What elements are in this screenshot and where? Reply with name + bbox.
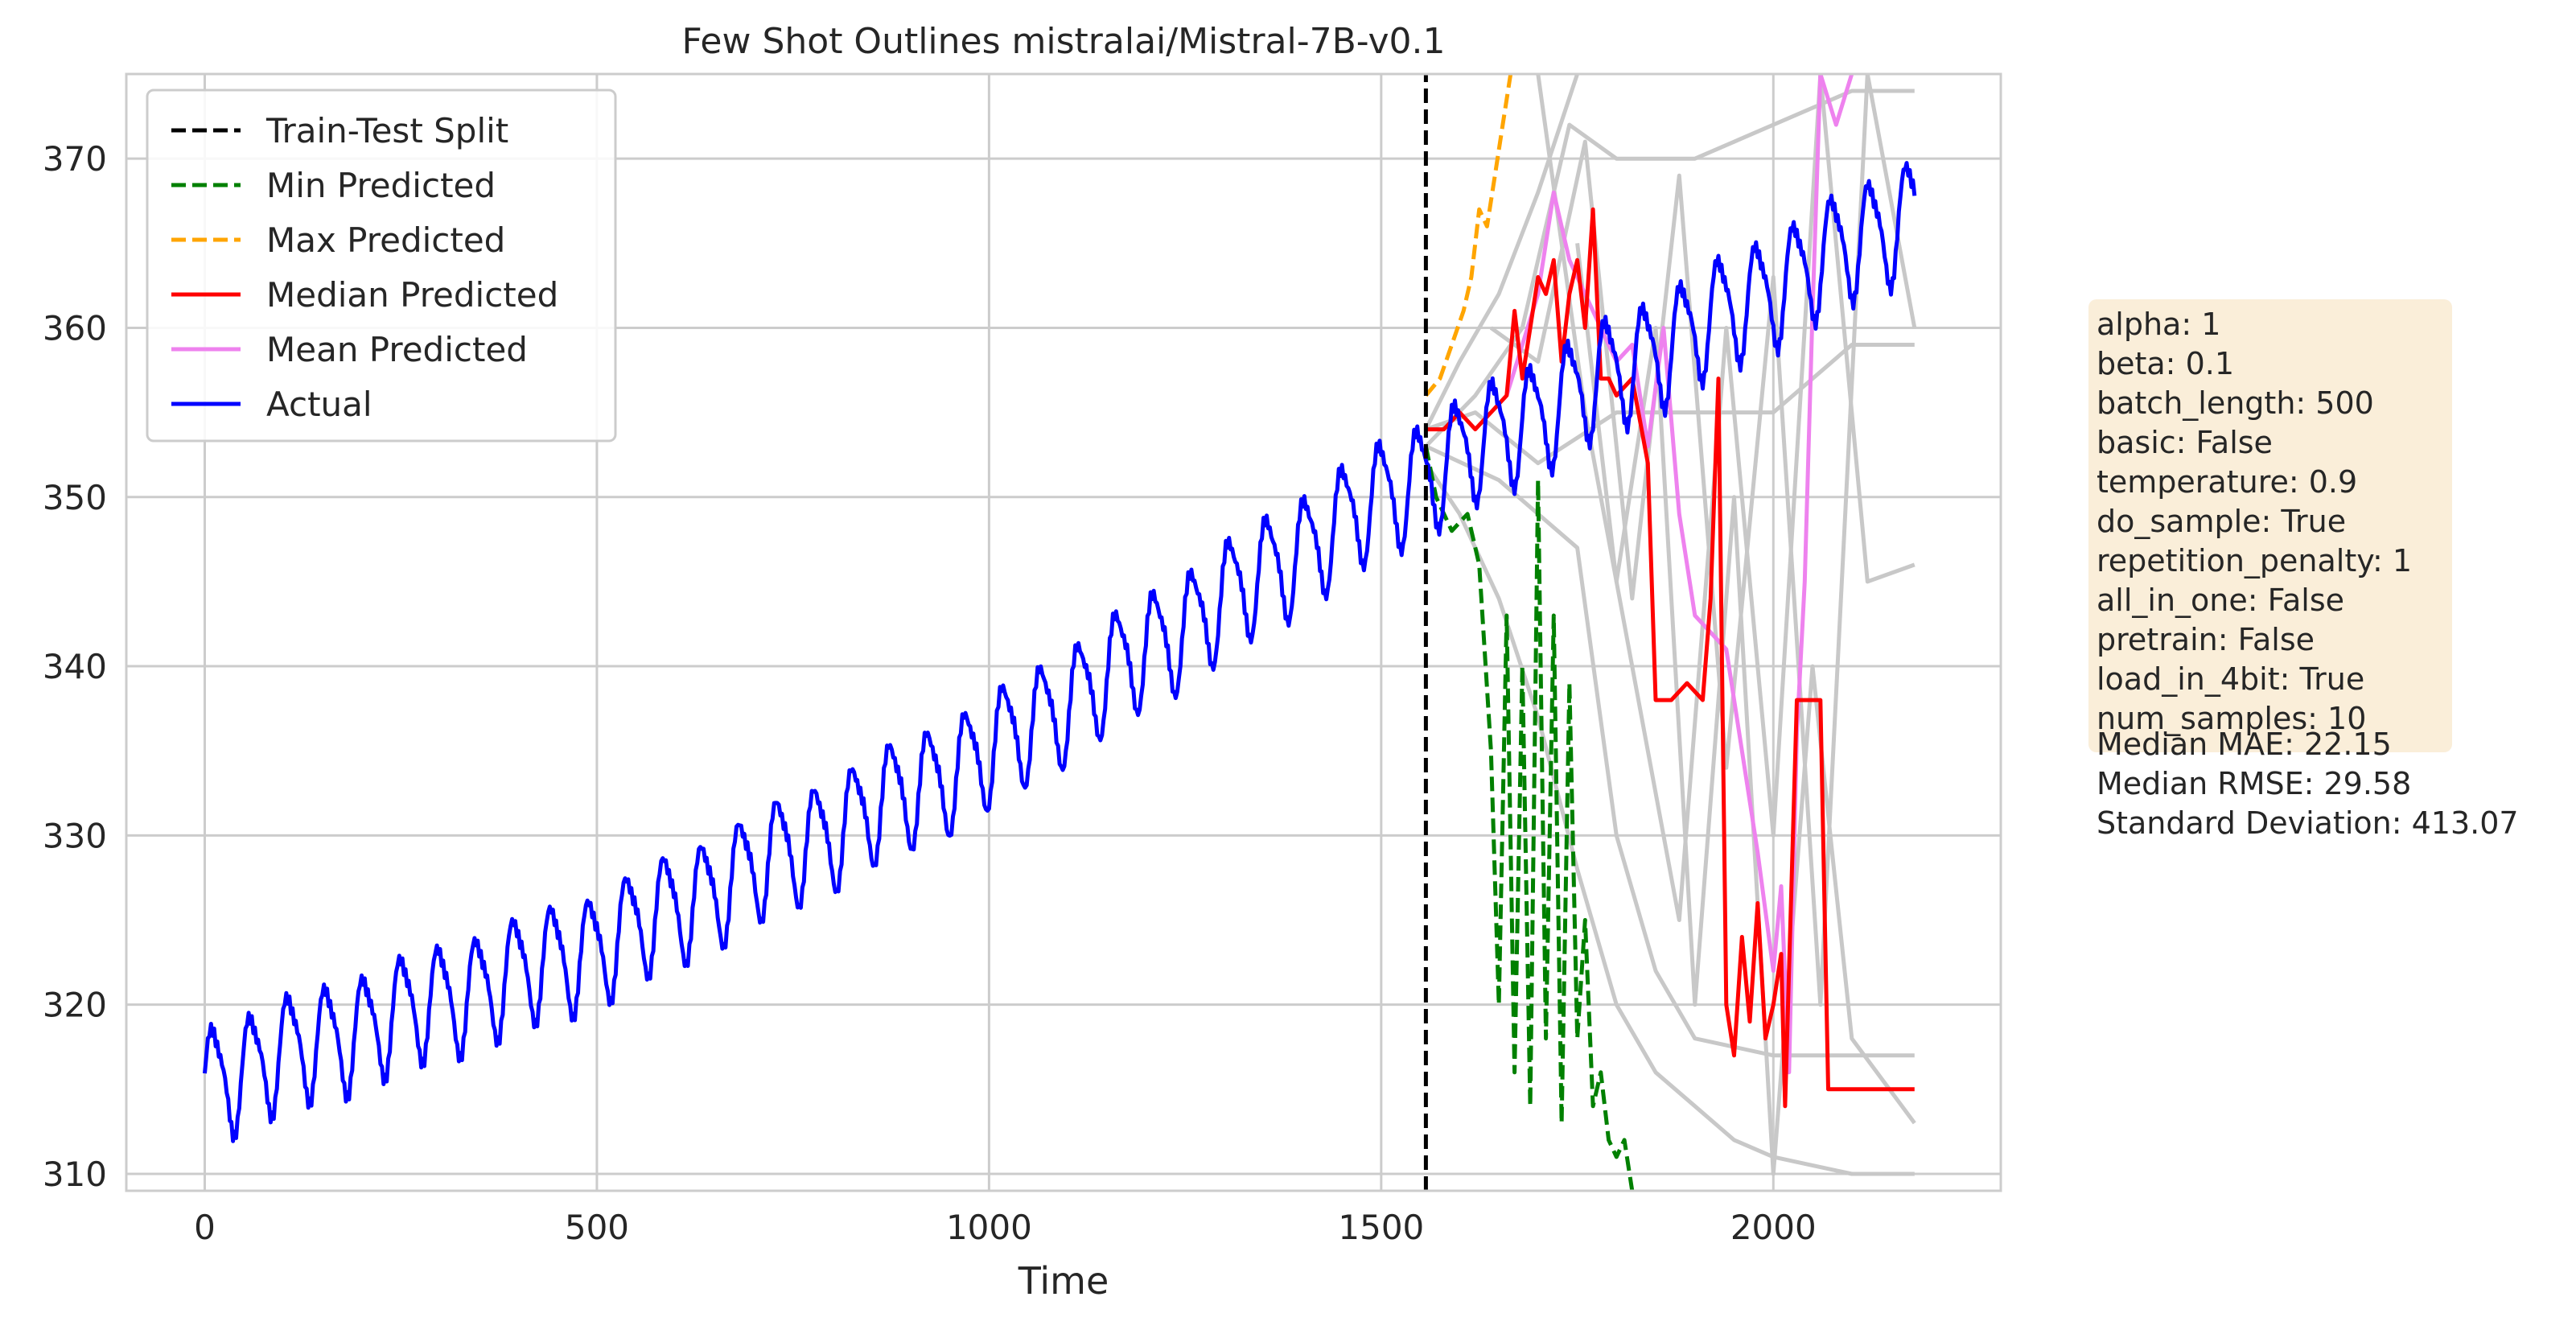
y-tick-label: 330 (43, 816, 107, 855)
legend-label: Min Predicted (266, 166, 496, 205)
background-sample-line (1424, 89, 1915, 448)
info-line: alpha: 1 (2097, 307, 2220, 342)
legend-label: Max Predicted (266, 220, 505, 260)
metric-line: Median RMSE: 29.58 (2097, 766, 2411, 801)
median-predicted-line (1426, 207, 1915, 1109)
info-line: batch_length: 500 (2097, 385, 2374, 421)
info-line: repetition_penalty: 1 (2097, 543, 2412, 578)
background-sample-line (1575, 243, 1916, 1176)
info-line: basic: False (2097, 425, 2273, 460)
grid-lines (126, 74, 2001, 1191)
legend-box (146, 89, 617, 443)
legend-label: Mean Predicted (266, 330, 528, 369)
x-axis-title: Time (1018, 1259, 1109, 1303)
min-predicted-line (1423, 446, 1635, 1191)
x-tick-label: 1500 (1338, 1208, 1424, 1247)
info-line: all_in_one: False (2097, 583, 2344, 618)
x-tick-labels: 0 500 1000 1500 2000 (194, 1208, 1817, 1247)
y-tick-label: 310 (43, 1155, 107, 1194)
info-line: pretrain: False (2097, 622, 2315, 657)
background-sample-line (1424, 74, 1579, 430)
x-tick-label: 500 (565, 1208, 629, 1247)
info-line: temperature: 0.9 (2097, 464, 2357, 500)
series-lines (203, 74, 1917, 1191)
x-tick-label: 0 (194, 1208, 216, 1247)
metrics-text: Median MAE: 22.15 Median RMSE: 29.58 Stand… (2097, 727, 2519, 841)
y-tick-labels: 310 320 330 340 350 360 370 (43, 139, 107, 1194)
info-box-background (2088, 299, 2452, 752)
metric-line: Standard Deviation: 413.07 (2097, 805, 2519, 841)
y-tick-label: 360 (43, 308, 107, 348)
legend-label: Median Predicted (266, 275, 558, 315)
info-line: do_sample: True (2097, 504, 2346, 539)
info-line: beta: 0.1 (2097, 346, 2234, 381)
legend: Train-Test Split Min Predicted Max Predict… (146, 89, 617, 443)
legend-label: Train-Test Split (265, 111, 508, 150)
x-tick-label: 1000 (946, 1208, 1032, 1247)
parameter-info-box: alpha: 1 beta: 0.1 batch_length: 500 basic:… (2088, 299, 2452, 752)
metric-line: Median MAE: 22.15 (2097, 727, 2392, 762)
y-tick-label: 350 (43, 478, 107, 517)
legend-label: Actual (266, 385, 372, 424)
mean-predicted-line (1504, 74, 1854, 1075)
background-sample-line (1424, 462, 1915, 1176)
y-tick-label: 370 (43, 139, 107, 179)
info-line: load_in_4bit: True (2097, 661, 2364, 697)
background-sample-line (1489, 74, 1917, 1007)
plot-frame (125, 72, 2002, 1192)
info-line: num_samples: 10 (2097, 701, 2366, 736)
y-tick-label: 320 (43, 986, 107, 1025)
y-tick-label: 340 (43, 647, 107, 686)
x-tick-label: 2000 (1730, 1208, 1817, 1247)
chart-title: Few Shot Outlines mistralai/Mistral-7B-v… (682, 21, 1446, 62)
actual-line (203, 161, 1917, 1143)
